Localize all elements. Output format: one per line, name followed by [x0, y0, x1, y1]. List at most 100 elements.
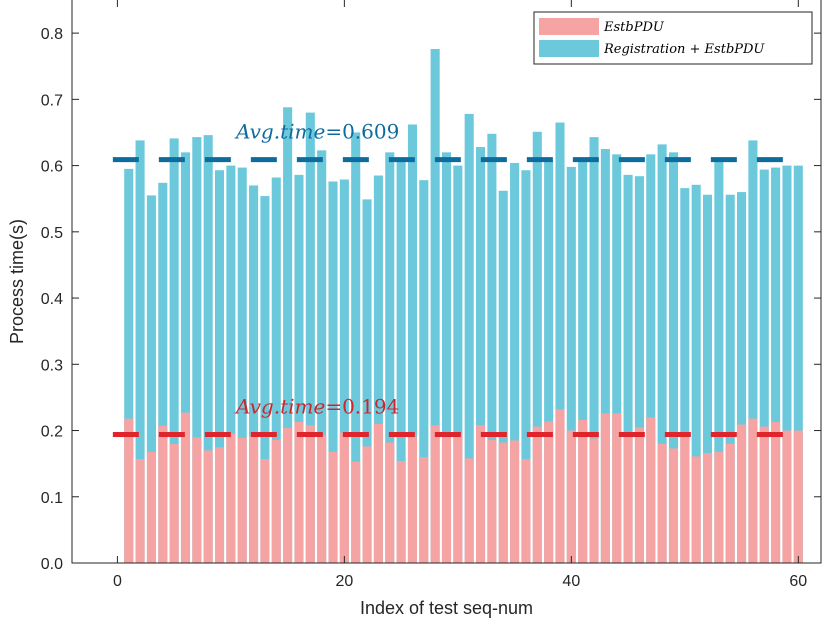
bar-total	[510, 162, 520, 563]
y-tick-label: 0.1	[41, 490, 63, 507]
legend-swatch	[539, 18, 599, 35]
bar-estbpdu	[668, 448, 679, 563]
bar-total	[646, 154, 656, 563]
bar-total	[328, 181, 338, 564]
bar-total	[737, 192, 747, 563]
y-tick-label: 0.8	[41, 26, 63, 43]
bar-estbpdu	[362, 446, 372, 563]
bar-estbpdu	[634, 427, 644, 563]
bar-total	[237, 167, 247, 563]
bar-estbpdu	[691, 456, 701, 563]
legend-label: Registration + EstbPDU	[603, 42, 765, 57]
bar-total	[793, 165, 803, 563]
bar-total	[532, 131, 542, 563]
bar-total	[192, 137, 202, 564]
x-tick-label: 40	[562, 573, 580, 590]
bar-estbpdu	[476, 425, 486, 563]
bar-estbpdu	[510, 440, 520, 563]
bar-total	[464, 113, 474, 564]
bar-estbpdu	[464, 458, 474, 563]
bar-total	[249, 185, 259, 563]
y-tick-label: 0.7	[41, 92, 63, 109]
bar-estbpdu	[271, 439, 281, 563]
bar-total	[305, 112, 315, 563]
average-lines: Avg.time=0.609 Avg.time=0.194	[112, 120, 803, 438]
y-axis-label: Process time(s)	[7, 219, 27, 344]
bar-total	[373, 175, 383, 563]
bar-estbpdu	[498, 442, 508, 563]
y-tick-label: 0.4	[41, 291, 63, 308]
bar-total	[498, 190, 508, 563]
bar-estbpdu	[249, 435, 259, 563]
bar-estbpdu	[294, 421, 304, 563]
bar-total	[759, 169, 769, 563]
bar-estbpdu	[283, 427, 293, 563]
bar-estbpdu	[260, 459, 270, 563]
bar-total	[453, 165, 463, 563]
bar-total	[623, 174, 633, 564]
bar-estbpdu	[317, 435, 327, 563]
bars-layer	[124, 49, 803, 564]
bar-estbpdu	[214, 447, 225, 563]
bar-total	[362, 199, 372, 563]
bar-total	[283, 107, 293, 564]
bar-total	[487, 133, 497, 564]
bar-estbpdu	[646, 417, 656, 563]
bar-estbpdu	[441, 433, 452, 563]
bar-estbpdu	[702, 453, 713, 563]
bar-estbpdu	[725, 443, 735, 563]
legend-swatch	[539, 40, 599, 57]
bar-total	[124, 168, 134, 563]
bar-total	[771, 167, 781, 563]
bar-estbpdu	[578, 419, 588, 563]
y-tick-label: 0.3	[41, 357, 63, 374]
bar-total	[407, 124, 417, 564]
bar-estbpdu	[532, 426, 542, 563]
bar-total	[702, 194, 713, 564]
bar-total	[521, 170, 531, 563]
bar-estbpdu	[737, 424, 747, 563]
bar-estbpdu	[623, 433, 633, 563]
bar-total	[271, 177, 281, 563]
bar-estbpdu	[793, 430, 803, 563]
bar-total	[657, 144, 667, 563]
average-annotation: Avg.time=0.609	[234, 120, 399, 144]
y-tick-label: 0.5	[41, 225, 63, 242]
bar-estbpdu	[782, 430, 792, 563]
bar-total	[725, 194, 735, 564]
bar-total	[385, 152, 395, 563]
bar-estbpdu	[305, 425, 315, 563]
bar-estbpdu	[180, 412, 191, 563]
bar-estbpdu	[203, 450, 213, 563]
legend-label: EstbPDU	[603, 20, 665, 35]
legend: EstbPDU Registration + EstbPDU	[533, 11, 813, 65]
bar-estbpdu	[237, 437, 247, 563]
bar-estbpdu	[146, 451, 156, 563]
y-tick-label: 0.2	[41, 424, 63, 441]
bar-total	[135, 140, 145, 564]
bar-total	[714, 161, 724, 564]
bar-estbpdu	[521, 459, 531, 563]
bar-total	[396, 158, 406, 564]
bar-estbpdu	[612, 413, 622, 563]
bar-total	[158, 182, 168, 563]
bar-total	[589, 137, 599, 564]
bar-total	[180, 152, 191, 563]
bar-total	[600, 149, 610, 563]
bar-estbpdu	[748, 418, 758, 563]
bar-estbpdu	[714, 451, 724, 563]
bar-total	[566, 166, 576, 563]
bar-total	[339, 179, 349, 563]
bar-estbpdu	[419, 457, 429, 563]
bar-total	[260, 196, 270, 563]
bar-estbpdu	[566, 430, 576, 563]
bar-total	[441, 152, 452, 563]
bar-total	[748, 140, 758, 564]
bar-estbpdu	[589, 438, 599, 563]
y-tick-label: 0.0	[41, 556, 63, 573]
bar-total	[226, 165, 236, 563]
bar-estbpdu	[544, 421, 554, 563]
bar-total	[782, 165, 792, 563]
bar-estbpdu	[385, 442, 395, 563]
